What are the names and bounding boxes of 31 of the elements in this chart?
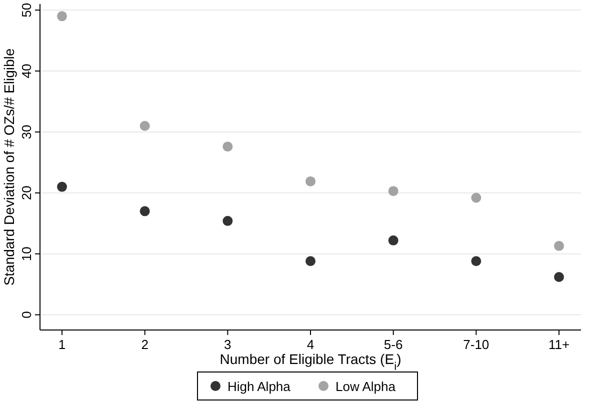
legend-label: High Alpha xyxy=(228,379,292,394)
point xyxy=(222,142,233,152)
y-tick-label: 30 xyxy=(19,124,34,140)
x-tick-label: 11+ xyxy=(548,337,570,352)
point xyxy=(471,256,482,266)
y-tick-label: 40 xyxy=(19,64,34,78)
point xyxy=(57,182,67,192)
x-tick-label: 4 xyxy=(306,337,314,352)
y-tick-label: 50 xyxy=(19,2,34,18)
x-tick-label: 2 xyxy=(141,337,148,352)
y-tick-label: 20 xyxy=(19,186,34,200)
point xyxy=(306,256,316,266)
point xyxy=(222,216,233,226)
point xyxy=(554,240,564,251)
point xyxy=(388,235,398,246)
point xyxy=(471,192,482,203)
point xyxy=(554,272,564,282)
x-tick-label: 5-6 xyxy=(384,337,403,352)
x-tick-label: 7-10 xyxy=(463,337,490,352)
point xyxy=(57,11,67,22)
point xyxy=(140,120,150,131)
x-axis-title: Number of Eligible Tracts (E$_{i}$) xyxy=(220,351,402,373)
y-axis-title: Standard Deviation of # OZs/# Eligible xyxy=(1,48,17,286)
x-tick-label: 1 xyxy=(58,337,66,352)
legend-label: Low Alpha xyxy=(336,379,396,394)
point xyxy=(140,206,150,216)
y-tick-label: 10 xyxy=(19,246,34,262)
point xyxy=(388,186,398,196)
y-tick-label: 0 xyxy=(19,311,34,318)
x-tick-label: 3 xyxy=(224,337,232,352)
point xyxy=(306,176,316,186)
